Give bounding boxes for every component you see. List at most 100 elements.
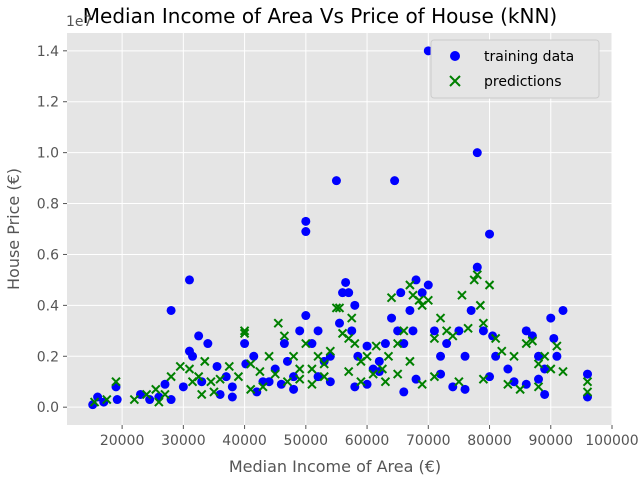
prediction-point bbox=[209, 387, 219, 397]
prediction-point bbox=[307, 379, 317, 389]
prediction-point bbox=[343, 366, 354, 377]
training-point bbox=[478, 326, 488, 336]
y-axis-label: House Price (€) bbox=[4, 168, 23, 290]
prediction-point bbox=[478, 318, 489, 328]
training-point bbox=[335, 318, 344, 328]
training-point bbox=[112, 395, 122, 405]
prediction-point bbox=[246, 384, 256, 395]
prediction-point bbox=[380, 377, 391, 387]
y-tick-label: 1.2 bbox=[37, 95, 59, 111]
training-point bbox=[485, 229, 495, 239]
training-point bbox=[178, 382, 188, 392]
training-point bbox=[344, 288, 354, 298]
training-point bbox=[279, 339, 289, 349]
training-point bbox=[396, 288, 406, 298]
training-point bbox=[313, 326, 323, 336]
training-point bbox=[194, 331, 204, 341]
prediction-point bbox=[539, 351, 550, 361]
prediction-point bbox=[347, 313, 357, 323]
y-tick-label: 0.2 bbox=[37, 349, 59, 365]
prediction-point bbox=[206, 377, 216, 387]
prediction-point bbox=[368, 369, 378, 379]
training-point bbox=[399, 387, 409, 397]
prediction-point bbox=[301, 338, 311, 349]
x-tick-label: 100000 bbox=[585, 433, 638, 449]
prediction-point bbox=[288, 351, 299, 361]
training-point bbox=[249, 351, 259, 361]
training-point bbox=[197, 377, 207, 387]
training-point bbox=[289, 384, 299, 394]
prediction-point bbox=[503, 379, 513, 389]
prediction-point bbox=[546, 364, 556, 374]
prediction-point bbox=[448, 331, 458, 341]
training-point bbox=[188, 351, 198, 361]
training-point bbox=[408, 326, 418, 336]
training-point bbox=[227, 392, 237, 402]
prediction-point bbox=[527, 336, 538, 346]
grid-lines bbox=[63, 33, 613, 429]
prediction-point bbox=[475, 300, 486, 311]
training-point bbox=[145, 395, 155, 405]
training-point bbox=[466, 305, 476, 315]
training-point bbox=[341, 277, 351, 287]
training-point bbox=[503, 364, 513, 374]
training-point bbox=[423, 280, 433, 290]
training-series bbox=[88, 46, 593, 410]
training-point bbox=[166, 305, 176, 315]
prediction-point bbox=[200, 356, 210, 367]
prediction-point bbox=[429, 371, 440, 382]
prediction-point bbox=[89, 397, 100, 407]
training-point bbox=[301, 227, 311, 237]
training-point bbox=[362, 341, 372, 351]
prediction-point bbox=[325, 346, 336, 356]
training-point bbox=[93, 392, 103, 402]
training-point bbox=[429, 326, 439, 336]
prediction-point bbox=[273, 318, 283, 328]
training-point bbox=[374, 356, 384, 366]
training-point bbox=[442, 339, 452, 349]
prediction-point bbox=[270, 369, 280, 379]
training-point bbox=[534, 351, 544, 361]
training-point bbox=[387, 313, 397, 323]
prediction-point bbox=[405, 356, 415, 367]
training-point bbox=[460, 351, 470, 361]
prediction-point bbox=[386, 293, 397, 303]
prediction-point bbox=[193, 371, 204, 382]
prediction-point bbox=[472, 270, 482, 280]
prediction-point bbox=[392, 369, 403, 379]
training-point bbox=[276, 379, 286, 389]
prediction-point bbox=[423, 295, 433, 305]
prediction-point bbox=[175, 361, 185, 372]
prediction-point bbox=[279, 331, 290, 341]
prediction-point bbox=[141, 389, 152, 400]
prediction-point bbox=[258, 382, 268, 392]
legend-label-training: training data bbox=[484, 49, 574, 65]
chart-title: Median Income of Area Vs Price of House … bbox=[83, 4, 557, 28]
prediction-point bbox=[497, 346, 507, 356]
y-tick-label: 0.8 bbox=[37, 197, 59, 213]
prediction-point bbox=[184, 364, 195, 374]
prediction-point bbox=[160, 389, 170, 400]
prediction-point bbox=[383, 351, 394, 361]
prediction-point bbox=[154, 397, 164, 407]
prediction-point bbox=[294, 374, 305, 384]
predictions-series bbox=[89, 270, 593, 407]
y-offset-text: 1e7 bbox=[66, 14, 92, 30]
prediction-point bbox=[552, 341, 562, 351]
y-tick-label: 1.0 bbox=[37, 146, 59, 162]
training-point bbox=[295, 326, 305, 336]
legend-marker-predictions bbox=[449, 75, 461, 87]
training-point bbox=[417, 288, 427, 298]
prediction-point bbox=[490, 333, 501, 344]
prediction-point bbox=[414, 295, 424, 305]
prediction-point bbox=[362, 351, 372, 361]
training-point bbox=[552, 351, 562, 361]
prediction-point bbox=[484, 280, 495, 290]
x-tick-label: 60000 bbox=[345, 433, 390, 449]
prediction-point bbox=[533, 359, 544, 369]
prediction-point bbox=[102, 394, 112, 405]
prediction-point bbox=[533, 382, 544, 392]
legend-label-predictions: predictions bbox=[484, 74, 562, 90]
training-point bbox=[558, 305, 568, 315]
